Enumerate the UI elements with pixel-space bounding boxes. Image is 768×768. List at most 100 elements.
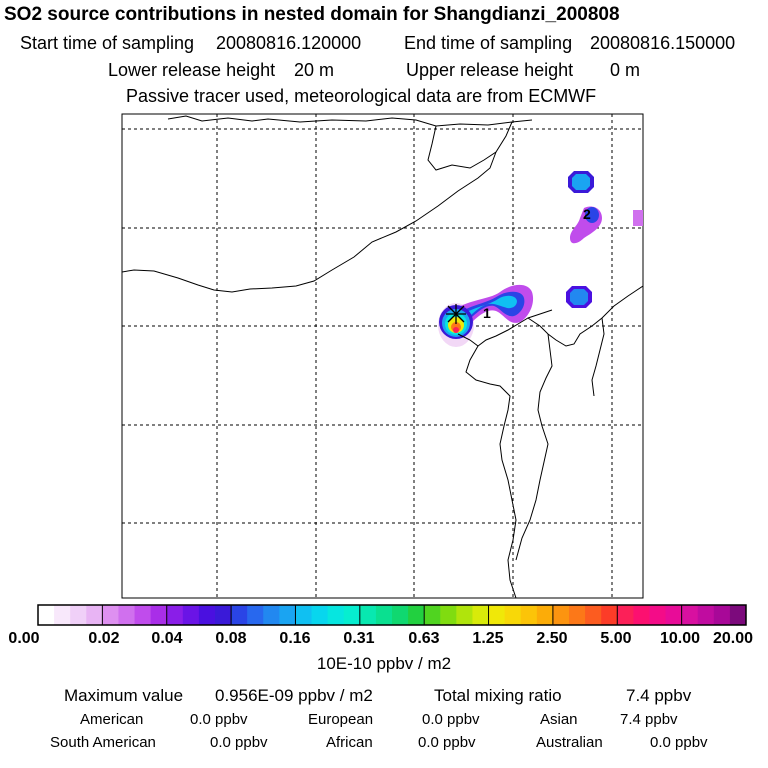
region-name: Australian — [536, 734, 603, 751]
colorbar-tick-label: 20.00 — [712, 630, 754, 647]
max-value: 0.956E-09 ppbv / m2 — [215, 686, 373, 705]
colorbar-tick-label: 10.00 — [659, 630, 701, 647]
colorbar-swatch — [327, 605, 345, 625]
plume-core-red — [453, 327, 459, 333]
colorbar-tick-label: 0.02 — [88, 630, 120, 647]
max-value-label: Maximum value — [64, 686, 184, 705]
total-mixing-label: Total mixing ratio — [434, 686, 562, 705]
colorbar-swatch — [295, 605, 313, 625]
colorbar-swatch — [520, 605, 538, 625]
colorbar-tick-label: 0.00 — [8, 630, 40, 647]
colorbar-swatch — [311, 605, 329, 625]
colorbar-swatch — [729, 605, 747, 625]
colorbar-swatch — [504, 605, 522, 625]
colorbar-tick-label: 0.63 — [408, 630, 440, 647]
colorbar-swatch — [472, 605, 490, 625]
plume-tail-inner — [458, 295, 517, 320]
colorbar-swatch — [633, 605, 650, 625]
colorbar-tick-label: 2.50 — [536, 630, 568, 647]
colorbar-swatch — [601, 605, 618, 625]
concentration-field — [438, 171, 643, 347]
colorbar-tick-label: 0.08 — [215, 630, 247, 647]
colorbar-tick-label: 5.00 — [600, 630, 632, 647]
colorbar-swatch — [617, 605, 634, 625]
sampling-times-row: Start time of sampling 20080816.120000 E… — [0, 33, 768, 55]
colorbar-swatch — [134, 605, 152, 625]
map-frame — [121, 113, 644, 599]
upper-release-label: Upper release height — [406, 60, 574, 80]
region-name: South American — [50, 734, 156, 751]
receptor-label-1: 1 — [483, 305, 491, 321]
region-value: 0.0 ppbv — [650, 734, 708, 751]
colorbar-swatch — [536, 605, 554, 625]
colorbar-swatch — [54, 605, 71, 625]
colorbar-tick-label: 0.31 — [343, 630, 375, 647]
start-time-label: Start time of sampling — [20, 33, 195, 53]
colorbar-tick-label: 0.16 — [279, 630, 311, 647]
colorbar-swatch — [681, 605, 699, 625]
release-height-row: Lower release height 20 m Upper release … — [0, 60, 768, 82]
colorbar-swatch — [182, 605, 200, 625]
colorbar-swatch — [70, 605, 87, 625]
total-mixing-value: 7.4 ppbv — [626, 686, 692, 705]
colorbar-swatch — [231, 605, 248, 625]
receptor-star-icon — [446, 304, 466, 324]
colorbar-tick-label: 1.25 — [472, 630, 504, 647]
colorbar-swatch — [86, 605, 103, 625]
colorbar-swatch — [713, 605, 731, 625]
colorbar-unit: 10E-10 ppbv / m2 — [316, 654, 452, 673]
colorbar-swatch — [665, 605, 683, 625]
colorbar — [37, 604, 747, 626]
colorbar-swatch — [263, 605, 280, 625]
region-name: European — [308, 711, 374, 728]
source-blob-edge — [633, 210, 643, 226]
colorbar-swatch — [569, 605, 586, 625]
upper-release-value: 0 m — [610, 60, 641, 80]
colorbar-swatch — [424, 605, 441, 625]
colorbar-tick-label: 0.04 — [151, 630, 183, 647]
colorbar-swatch — [247, 605, 264, 625]
colorbar-swatch — [649, 605, 667, 625]
start-time-value: 20080816.120000 — [216, 33, 362, 53]
end-time-label: End time of sampling — [404, 33, 573, 53]
region-value: 0.0 ppbv — [210, 734, 268, 751]
source-blob-lower-inner — [570, 289, 588, 305]
colorbar-swatch — [552, 605, 570, 625]
map-gridlines — [122, 114, 643, 598]
region-value: 0.0 ppbv — [418, 734, 476, 751]
colorbar-swatch — [38, 605, 55, 625]
end-time-value: 20080816.150000 — [590, 33, 736, 53]
region-name: African — [326, 734, 373, 751]
colorbar-swatch — [279, 605, 296, 625]
region-value: 0.0 ppbv — [422, 711, 480, 728]
tracer-note: Passive tracer used, meteorological data… — [126, 86, 597, 106]
colorbar-swatch — [488, 605, 506, 625]
map-title: SO2 source contributions in nested domai… — [4, 4, 620, 25]
region-name: American — [80, 711, 144, 728]
colorbar-swatch — [166, 605, 184, 625]
region-value: 7.4 ppbv — [620, 711, 678, 728]
lower-release-label: Lower release height — [108, 60, 276, 80]
colorbar-swatch — [359, 605, 377, 625]
source-blob-near-2-inner — [585, 207, 599, 223]
colorbar-swatch — [585, 605, 602, 625]
region-name: Asian — [540, 711, 578, 728]
colorbar-swatch — [118, 605, 136, 625]
colorbar-frame — [37, 604, 747, 626]
colorbar-swatch — [343, 605, 361, 625]
source-blob-top-inner — [572, 174, 590, 190]
colorbar-swatch — [150, 605, 168, 625]
colorbar-swatch — [392, 605, 409, 625]
coastlines — [122, 115, 643, 598]
lower-release-value: 20 m — [294, 60, 335, 80]
colorbar-swatch — [440, 605, 457, 625]
colorbar-swatch — [375, 605, 393, 625]
colorbar-swatch — [408, 605, 425, 625]
colorbar-swatch — [215, 605, 232, 625]
region-value: 0.0 ppbv — [190, 711, 248, 728]
receptor-label-2: 2 — [583, 206, 591, 222]
colorbar-swatch — [697, 605, 715, 625]
colorbar-swatch — [102, 605, 119, 625]
colorbar-swatch — [198, 605, 216, 625]
